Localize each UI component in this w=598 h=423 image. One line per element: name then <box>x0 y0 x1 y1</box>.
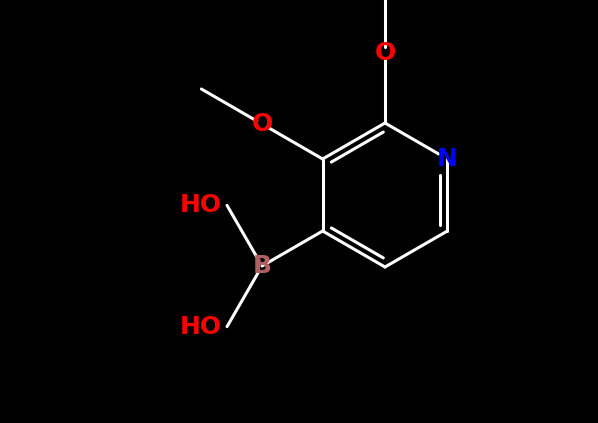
Text: O: O <box>374 41 396 65</box>
Text: HO: HO <box>180 315 222 339</box>
Text: B: B <box>252 254 271 278</box>
Text: HO: HO <box>180 193 222 217</box>
Text: O: O <box>251 112 273 136</box>
Text: N: N <box>437 147 458 171</box>
